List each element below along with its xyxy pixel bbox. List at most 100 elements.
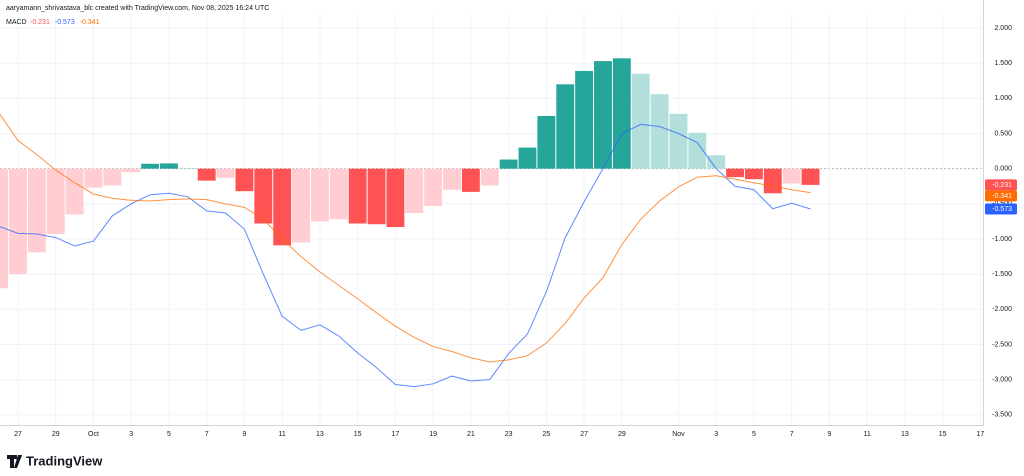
x-tick-label: 27 bbox=[580, 431, 588, 438]
plot-area bbox=[0, 58, 820, 388]
x-tick-label: 9 bbox=[242, 431, 246, 438]
histogram-bar bbox=[197, 168, 216, 181]
y-tick-label: 0.500 bbox=[994, 130, 1012, 137]
x-tick-label: 29 bbox=[618, 431, 626, 438]
line bbox=[0, 113, 811, 363]
histogram-bar bbox=[310, 168, 329, 222]
histogram-bar bbox=[650, 94, 669, 169]
histogram-bar bbox=[141, 163, 160, 169]
x-tick-label: 23 bbox=[505, 431, 513, 438]
y-tick-label: 2.000 bbox=[994, 25, 1012, 32]
x-tick-label: 15 bbox=[354, 431, 362, 438]
histogram-bar bbox=[9, 168, 27, 275]
grid bbox=[0, 14, 983, 426]
y-tick-label: 1.500 bbox=[994, 60, 1012, 67]
histogram-bar bbox=[594, 61, 612, 169]
y-tick-label: -3.500 bbox=[992, 412, 1012, 419]
histogram-bar bbox=[178, 167, 197, 169]
x-tick-label: 13 bbox=[901, 431, 909, 438]
last-value-label: -0.573 bbox=[992, 206, 1012, 213]
last-value-box bbox=[985, 190, 1017, 202]
x-tick-label: 27 bbox=[14, 431, 22, 438]
histogram-bar bbox=[707, 155, 726, 169]
x-tick-label: 29 bbox=[52, 431, 60, 438]
histogram-bar bbox=[726, 168, 744, 178]
histogram-bar bbox=[84, 168, 103, 188]
legend-value: -0.341 bbox=[80, 19, 100, 26]
legend-value: -0.573 bbox=[55, 19, 75, 26]
histogram-bar bbox=[612, 58, 631, 169]
last-value-label: -0.341 bbox=[992, 193, 1012, 200]
histogram-bar bbox=[367, 168, 386, 225]
histogram-bar bbox=[744, 168, 763, 180]
caption: aaryamann_shrivastava_blc created with T… bbox=[6, 5, 269, 12]
x-tick-label: 7 bbox=[205, 431, 209, 438]
last-value-label: -0.231 bbox=[992, 182, 1012, 189]
x-tick-label: 15 bbox=[939, 431, 947, 438]
histogram-bar bbox=[461, 168, 480, 192]
line bbox=[0, 123, 811, 388]
last-value-box bbox=[985, 179, 1017, 191]
x-tick-label: 11 bbox=[864, 431, 871, 438]
histogram-bar bbox=[443, 168, 461, 190]
y-tick-label: -2.500 bbox=[992, 341, 1012, 348]
histogram-bar bbox=[235, 168, 254, 192]
histogram-bar bbox=[103, 168, 122, 186]
x-tick-label: 11 bbox=[279, 431, 286, 438]
x-tick-label: 5 bbox=[167, 431, 171, 438]
histogram-bar bbox=[537, 115, 556, 169]
histogram-bar bbox=[27, 168, 46, 253]
y-tick-label: 0.000 bbox=[994, 166, 1012, 173]
x-tick-label: 7 bbox=[790, 431, 794, 438]
histogram-bar bbox=[424, 168, 443, 206]
x-tick-label: 19 bbox=[429, 431, 437, 438]
x-tick-label: Oct bbox=[88, 431, 99, 438]
x-tick-label: 17 bbox=[392, 431, 400, 438]
indicator-name: MACD bbox=[6, 19, 27, 26]
histogram-bar bbox=[292, 168, 310, 243]
histogram-bar bbox=[669, 113, 688, 169]
y-tick-label: -1.000 bbox=[992, 236, 1012, 243]
legend-value: -0.231 bbox=[30, 19, 50, 26]
x-tick-label: 13 bbox=[316, 431, 324, 438]
histogram-bar bbox=[405, 168, 424, 213]
x-tick-label: Nov bbox=[672, 431, 685, 438]
histogram-bar bbox=[631, 73, 650, 169]
histogram-bar bbox=[801, 168, 820, 185]
histogram-bar bbox=[386, 168, 405, 228]
brand-logo bbox=[7, 455, 22, 468]
histogram-bar bbox=[254, 168, 273, 224]
histogram-bar bbox=[273, 168, 292, 246]
histogram-bar bbox=[46, 168, 65, 235]
x-tick-label: 3 bbox=[714, 431, 718, 438]
histogram-bar bbox=[65, 168, 84, 215]
x-tick-label: 3 bbox=[129, 431, 133, 438]
histogram-bar bbox=[763, 168, 782, 194]
x-tick-label: 9 bbox=[827, 431, 831, 438]
brand: TradingView bbox=[26, 453, 103, 468]
y-tick-label: -2.000 bbox=[992, 306, 1012, 313]
histogram-bar bbox=[688, 132, 707, 169]
legend: MACD -0.231 -0.573 -0.341 bbox=[6, 19, 100, 26]
x-tick-label: 25 bbox=[542, 431, 550, 438]
y-tick-label: -1.500 bbox=[992, 271, 1012, 278]
last-value-box bbox=[985, 203, 1017, 215]
histogram-bar bbox=[480, 168, 499, 186]
x-tick-label: 5 bbox=[752, 431, 756, 438]
x-tick-label: 21 bbox=[467, 431, 475, 438]
histogram-bar bbox=[160, 163, 178, 169]
histogram-bar bbox=[518, 147, 537, 169]
histogram-bar bbox=[216, 168, 235, 178]
y-tick-label: -3.000 bbox=[992, 376, 1012, 383]
axes: 2.0001.5001.0000.5000.000-0.500-1.000-1.… bbox=[14, 25, 1017, 438]
y-tick-label: 1.000 bbox=[994, 95, 1012, 102]
histogram-bar bbox=[122, 168, 141, 173]
histogram-bar bbox=[499, 159, 518, 169]
x-tick-label: 17 bbox=[976, 431, 984, 438]
histogram-bar bbox=[782, 168, 801, 184]
histogram-bar bbox=[348, 168, 367, 224]
histogram-bar bbox=[329, 168, 348, 220]
histogram-bar bbox=[556, 84, 575, 169]
histogram-bar bbox=[575, 70, 594, 169]
